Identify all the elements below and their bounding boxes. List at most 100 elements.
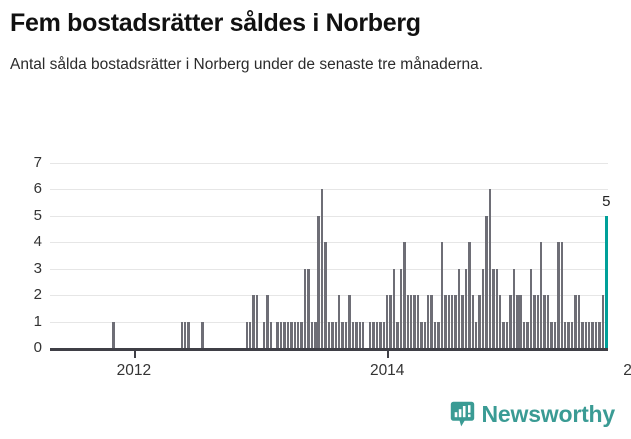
bar bbox=[540, 242, 543, 348]
y-tick-label: 0 bbox=[33, 339, 42, 356]
bar bbox=[570, 321, 574, 348]
bar bbox=[303, 268, 307, 348]
bar bbox=[553, 321, 557, 348]
bar bbox=[516, 295, 519, 348]
gridline bbox=[50, 295, 608, 297]
chart-header: Fem bostadsrätter såldes i Norberg Antal… bbox=[0, 0, 631, 76]
y-tick-label: 2 bbox=[33, 286, 42, 304]
gridline bbox=[50, 242, 608, 244]
chart-footer: Newsworthy bbox=[0, 391, 631, 439]
x-tick bbox=[387, 351, 390, 358]
bar-series: 5 bbox=[50, 163, 610, 348]
x-tick-label: 2016 bbox=[623, 362, 631, 379]
bar bbox=[269, 321, 273, 348]
bar bbox=[502, 321, 505, 348]
bar bbox=[581, 321, 584, 348]
bar bbox=[587, 321, 591, 348]
bar bbox=[249, 321, 252, 348]
bar bbox=[314, 321, 317, 348]
plot-area: 5 bbox=[50, 163, 610, 348]
bar bbox=[601, 295, 605, 348]
bar bbox=[300, 321, 303, 348]
bar-value-label: 5 bbox=[602, 192, 611, 210]
bar bbox=[327, 321, 331, 348]
bar bbox=[461, 295, 464, 348]
bar bbox=[444, 295, 447, 348]
bar bbox=[310, 321, 314, 348]
bar bbox=[262, 321, 266, 348]
bar bbox=[355, 321, 358, 348]
bar bbox=[406, 295, 409, 348]
newsworthy-logo: Newsworthy bbox=[450, 401, 615, 428]
bar bbox=[454, 295, 457, 348]
bar bbox=[567, 321, 570, 348]
bar bbox=[536, 295, 540, 348]
bar bbox=[420, 321, 423, 348]
bar bbox=[296, 321, 300, 348]
y-axis: 0 1 2 3 4 5 6 7 bbox=[0, 155, 42, 355]
bar-chart-bubble-icon bbox=[450, 401, 475, 428]
bar bbox=[495, 268, 498, 348]
logo-wordmark: Newsworthy bbox=[481, 401, 616, 427]
bar bbox=[245, 321, 249, 348]
x-tick-label: 2014 bbox=[369, 362, 405, 379]
bar bbox=[457, 268, 461, 348]
bar bbox=[293, 321, 296, 348]
bar bbox=[375, 321, 379, 348]
bar bbox=[324, 242, 327, 348]
bar bbox=[399, 268, 403, 348]
x-tick-label: 2012 bbox=[116, 362, 152, 379]
y-tick-label: 1 bbox=[33, 312, 42, 330]
bar bbox=[382, 321, 385, 348]
x-axis-line bbox=[50, 348, 608, 351]
bar bbox=[437, 321, 440, 348]
gridline bbox=[50, 163, 608, 164]
bar bbox=[519, 295, 522, 348]
bar bbox=[279, 321, 283, 348]
bar bbox=[557, 242, 560, 348]
bar bbox=[183, 321, 187, 348]
bar bbox=[320, 189, 324, 348]
y-tick-label: 6 bbox=[33, 180, 42, 198]
gridline bbox=[50, 189, 608, 191]
bar bbox=[560, 242, 563, 348]
bar bbox=[471, 295, 474, 348]
bar bbox=[334, 321, 338, 348]
x-tick bbox=[133, 351, 136, 358]
bar bbox=[478, 295, 481, 348]
bar bbox=[290, 321, 293, 348]
bar bbox=[522, 321, 526, 348]
bar bbox=[451, 295, 454, 348]
bar bbox=[409, 295, 413, 348]
bar bbox=[252, 295, 255, 348]
bar bbox=[276, 321, 279, 348]
bar bbox=[403, 242, 406, 348]
chart-subtitle: Antal sålda bostadsrätter i Norberg unde… bbox=[10, 56, 484, 73]
bar bbox=[423, 321, 427, 348]
bar bbox=[481, 268, 485, 348]
bar bbox=[413, 295, 416, 348]
bar bbox=[187, 321, 190, 348]
bar bbox=[283, 321, 286, 348]
bar bbox=[112, 321, 115, 348]
bar bbox=[392, 268, 396, 348]
bar bbox=[464, 268, 468, 348]
bar bbox=[546, 295, 550, 348]
bar-highlighted bbox=[605, 215, 608, 348]
y-tick-label: 7 bbox=[33, 154, 42, 171]
bar bbox=[358, 321, 362, 348]
bar bbox=[351, 321, 355, 348]
bar bbox=[255, 295, 259, 348]
bar bbox=[584, 321, 587, 348]
bar bbox=[430, 295, 433, 348]
bar bbox=[317, 215, 320, 348]
bar bbox=[468, 242, 471, 348]
gridline bbox=[50, 215, 608, 217]
bar bbox=[362, 321, 365, 348]
bar bbox=[331, 321, 334, 348]
bar bbox=[574, 295, 577, 348]
bar bbox=[385, 295, 389, 348]
bar bbox=[533, 295, 536, 348]
bar bbox=[396, 321, 399, 348]
